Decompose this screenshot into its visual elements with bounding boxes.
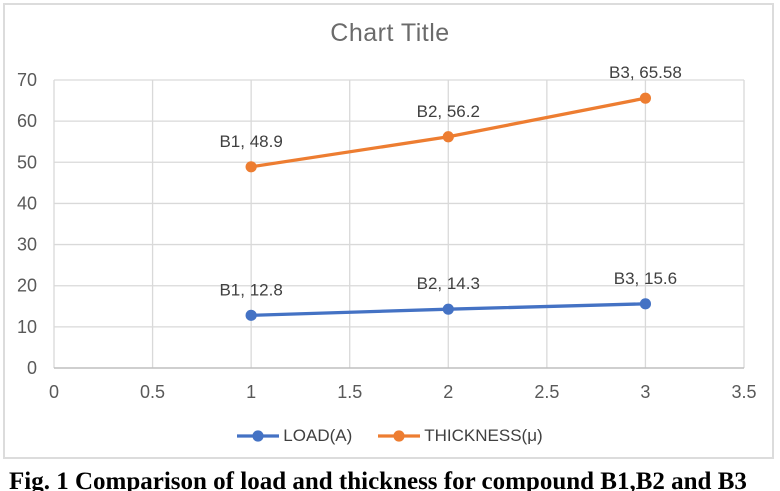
y-tick-label: 50 (17, 152, 37, 172)
data-point-marker-load-a (245, 309, 257, 321)
legend-item-thickness: THICKNESS(μ) (378, 426, 543, 446)
y-tick-label: 70 (17, 70, 37, 90)
legend-label-thickness: THICKNESS(μ) (424, 426, 543, 445)
y-tick-label: 60 (17, 111, 37, 131)
data-point-label-thickness: B1, 48.9 (219, 132, 282, 151)
figure-caption: Fig. 1 Comparison of load and thickness … (9, 468, 747, 491)
data-point-label-load-a: B1, 12.8 (219, 280, 282, 299)
x-tick-label: 1 (246, 382, 256, 402)
data-point-label-load-a: B2, 14.3 (417, 274, 480, 293)
legend-item-load-a: LOAD(A) (237, 426, 352, 446)
data-point-marker-load-a (442, 303, 454, 315)
x-tick-label: 0 (49, 382, 59, 402)
data-point-marker-thickness (442, 131, 454, 143)
data-point-marker-thickness (245, 161, 257, 173)
x-tick-label: 3 (640, 382, 650, 402)
y-tick-label: 30 (17, 235, 37, 255)
x-tick-label: 3.5 (731, 382, 756, 402)
legend-line-marker-icon (237, 430, 280, 442)
y-tick-label: 20 (17, 276, 37, 296)
data-point-marker-load-a (639, 298, 652, 310)
data-point-label-load-a: B3, 15.6 (614, 269, 677, 288)
plot-area: 0 0.5 1 1.5 2 2.5 3 3.5 0 10 20 30 40 50 60 70 B1, 12.8 B… (17, 63, 757, 402)
y-tick-label: 40 (17, 193, 37, 213)
legend-label-load-a: LOAD(A) (283, 426, 353, 445)
chart-title: Chart Title (330, 19, 450, 47)
y-tick-label: 0 (27, 358, 37, 378)
data-point-label-thickness: B2, 56.2 (417, 102, 480, 121)
data-point-marker-thickness (639, 92, 652, 104)
y-tick-label: 10 (17, 317, 37, 337)
x-tick-label: 0.5 (140, 382, 165, 402)
x-tick-label: 2.5 (534, 382, 559, 402)
x-tick-label: 1.5 (337, 382, 362, 402)
legend: LOAD(A) THICKNESS(μ) (0, 426, 780, 446)
x-tick-label: 2 (443, 382, 453, 402)
data-point-label-thickness: B3, 65.58 (609, 63, 682, 82)
legend-line-marker-icon (378, 430, 421, 442)
